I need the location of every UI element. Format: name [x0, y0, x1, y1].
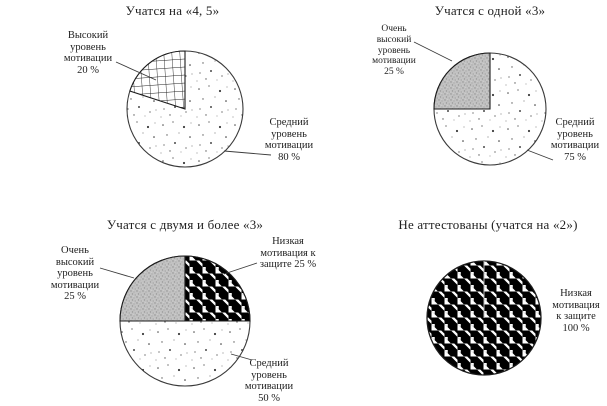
- label-line: уровень: [377, 45, 411, 56]
- pie-chart-2: [433, 52, 547, 166]
- label-line: высокий: [376, 34, 412, 45]
- label-line: 25 %: [64, 291, 86, 303]
- label-line: Средний: [555, 117, 595, 128]
- label-line: Очень: [381, 24, 407, 34]
- label-line: мотивации: [372, 56, 416, 67]
- label-line: Низкая: [272, 236, 304, 247]
- label-line: 100 %: [562, 322, 590, 334]
- pie-3-label-very-high: Очень высокий уровень мотивации 25 %: [26, 245, 124, 303]
- label-line: мотивация к: [260, 247, 316, 259]
- label-line: к защите: [556, 311, 596, 323]
- pie-1-label-high: Высокий уровень мотивации 20 %: [40, 30, 136, 76]
- pie-2-slice-very-high-25: [433, 52, 491, 110]
- chart-2-title: Учатся с одной «3»: [434, 3, 546, 18]
- label-line: 50 %: [258, 392, 280, 404]
- label-line: уровень: [57, 268, 93, 280]
- label-line: 75 %: [564, 151, 586, 163]
- pie-3-slice-very-high-25: [119, 255, 186, 322]
- label-line: уровень: [251, 369, 287, 381]
- label-line: защите 25 %: [259, 259, 317, 271]
- pie-4-label-low: Низкая мотивация к защите 100 %: [545, 288, 607, 334]
- label-line: мотивации: [63, 53, 113, 65]
- chart-4-title: Не аттестованы (учатся на «2»): [398, 217, 578, 232]
- label-line: мотивации: [550, 140, 600, 152]
- pie-3-label-medium: Средний уровень мотивации 50 %: [229, 358, 309, 404]
- pie-3-slice-low-25: [184, 255, 251, 322]
- chart-1-title: Учатся на «4, 5»: [125, 3, 220, 18]
- label-line: 80 %: [278, 151, 300, 163]
- chart-3-title: Учатся с двумя и более «3»: [106, 217, 264, 232]
- label-line: Высокий: [67, 30, 109, 41]
- pie-chart-4: [426, 260, 542, 376]
- label-line: 20 %: [77, 64, 99, 76]
- label-line: высокий: [55, 256, 95, 268]
- label-line: Средний: [269, 117, 309, 128]
- label-line: Низкая: [560, 288, 592, 299]
- label-line: Очень: [61, 245, 89, 256]
- label-line: уровень: [271, 128, 307, 140]
- label-line: 25 %: [384, 67, 404, 78]
- pie-2-label-very-high: Очень высокий уровень мотивации 25 %: [352, 24, 436, 78]
- pie-chart-1: [126, 50, 244, 168]
- label-line: уровень: [70, 41, 106, 53]
- pie-3-label-low: Низкая мотивация к защите 25 %: [240, 236, 336, 271]
- pie-1-label-medium: Средний уровень мотивации 80 %: [251, 117, 327, 163]
- label-line: уровень: [557, 128, 593, 140]
- label-line: мотивация: [552, 299, 600, 311]
- pie-chart-3: [119, 255, 251, 387]
- label-line: Средний: [249, 358, 289, 369]
- label-line: мотивации: [244, 381, 294, 393]
- pie-2-label-medium: Средний уровень мотивации 75 %: [545, 117, 605, 163]
- label-line: мотивации: [50, 279, 100, 291]
- label-line: мотивации: [264, 140, 314, 152]
